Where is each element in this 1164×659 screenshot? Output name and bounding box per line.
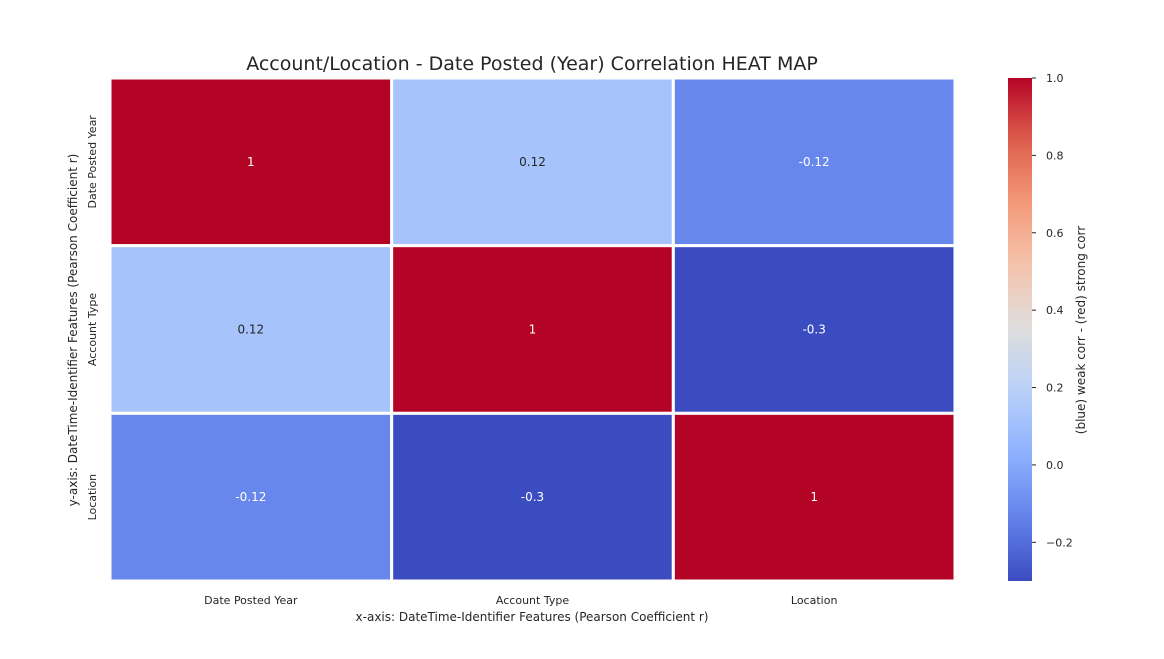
x-axis-label: x-axis: DateTime-Identifier Features (Pe… xyxy=(356,610,709,624)
heatmap-cell-value: 1 xyxy=(247,155,255,169)
y-tick-label: Account Type xyxy=(86,293,99,366)
colorbar-tick-label: 1.0 xyxy=(1046,72,1064,85)
colorbar-ticks: −0.2 0.0 0.2 0.4 0.6 0.8 1.0 xyxy=(1032,72,1073,549)
y-axis-label: y-axis: DateTime-Identifier Features (Pe… xyxy=(66,154,80,507)
heatmap-cell-value: -0.3 xyxy=(802,323,825,337)
heatmap-cells xyxy=(108,76,957,583)
chart-title: Account/Location - Date Posted (Year) Co… xyxy=(246,53,818,75)
heatmap-cell-labels: 1 0.12 -0.12 0.12 1 -0.3 -0.12 -0.3 1 xyxy=(235,155,829,504)
colorbar-tick-label: 0.0 xyxy=(1046,459,1064,472)
heatmap-cell-value: 0.12 xyxy=(519,155,546,169)
heatmap-cell xyxy=(390,411,675,583)
heatmap-cell xyxy=(390,76,675,248)
colorbar-tick-label: 0.4 xyxy=(1046,304,1064,317)
heatmap-cell xyxy=(671,76,957,248)
x-tick-label: Account Type xyxy=(496,594,569,607)
y-tick-labels: Date Posted Year Account Type Location xyxy=(86,115,99,521)
y-tick-label: Date Posted Year xyxy=(86,115,99,209)
x-tick-label: Location xyxy=(791,594,838,607)
colorbar-tick-label: −0.2 xyxy=(1046,536,1073,549)
heatmap-cell xyxy=(671,244,957,415)
heatmap-cell xyxy=(108,411,394,583)
colorbar-label: (blue) weak corr - (red) strong corr xyxy=(1074,226,1088,435)
heatmap-cell-value: -0.12 xyxy=(235,490,266,504)
heatmap-cell-value: 1 xyxy=(810,490,818,504)
heatmap-cell xyxy=(108,76,394,248)
x-tick-labels: Date Posted Year Account Type Location xyxy=(204,594,837,607)
heatmap-cell xyxy=(108,244,394,415)
heatmap-cell-value: -0.3 xyxy=(521,490,544,504)
colorbar-tick-label: 0.2 xyxy=(1046,382,1064,395)
x-tick-label: Date Posted Year xyxy=(204,594,298,607)
heatmap-cell-value: -0.12 xyxy=(799,155,830,169)
heatmap-cell-value: 0.12 xyxy=(237,323,264,337)
heatmap-cell-value: 1 xyxy=(529,323,537,337)
heatmap-cell xyxy=(671,411,957,583)
colorbar-tick-label: 0.6 xyxy=(1046,227,1064,240)
colorbar xyxy=(1008,78,1032,581)
y-tick-label: Location xyxy=(86,474,99,521)
colorbar-tick-label: 0.8 xyxy=(1046,149,1064,162)
